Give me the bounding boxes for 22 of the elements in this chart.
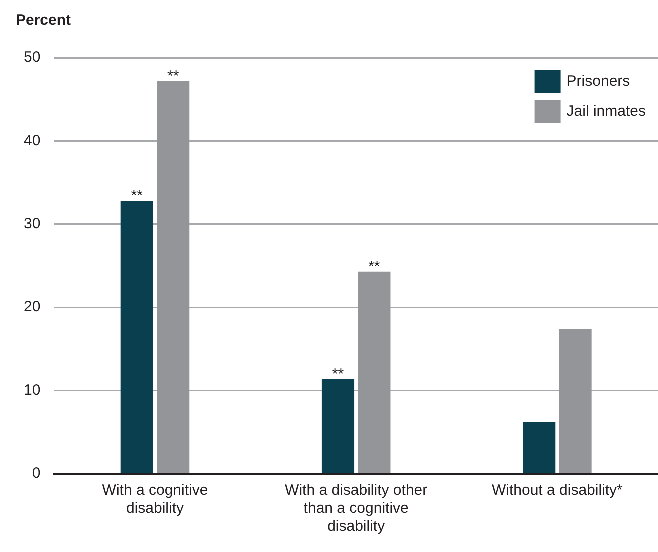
y-tick-label: 0 xyxy=(32,465,41,482)
bar xyxy=(120,201,154,474)
y-axis-title: Percent xyxy=(16,12,72,29)
bar xyxy=(157,81,190,474)
x-tick-label: Without a disability* xyxy=(492,482,624,500)
annotation: ** xyxy=(332,366,344,383)
legend-label: Jail inmates xyxy=(566,103,646,120)
y-tick-label: 10 xyxy=(24,382,41,399)
y-tick-label: 20 xyxy=(24,298,41,316)
y-tick-label: 40 xyxy=(24,132,41,150)
bar xyxy=(322,379,355,474)
y-tick-label: 50 xyxy=(24,49,41,66)
y-tick-label: 30 xyxy=(24,216,41,233)
annotation: ** xyxy=(131,188,144,205)
bar xyxy=(559,329,592,474)
annotation: ** xyxy=(368,258,380,276)
x-tick-label: With a cognitive disability xyxy=(102,482,208,518)
x-tick-label: With a disability other than a cognitive disability xyxy=(285,482,428,536)
bar xyxy=(523,422,556,474)
legend-label: Prisoners xyxy=(566,73,630,90)
bar xyxy=(358,272,391,474)
annotation: ** xyxy=(167,68,180,85)
